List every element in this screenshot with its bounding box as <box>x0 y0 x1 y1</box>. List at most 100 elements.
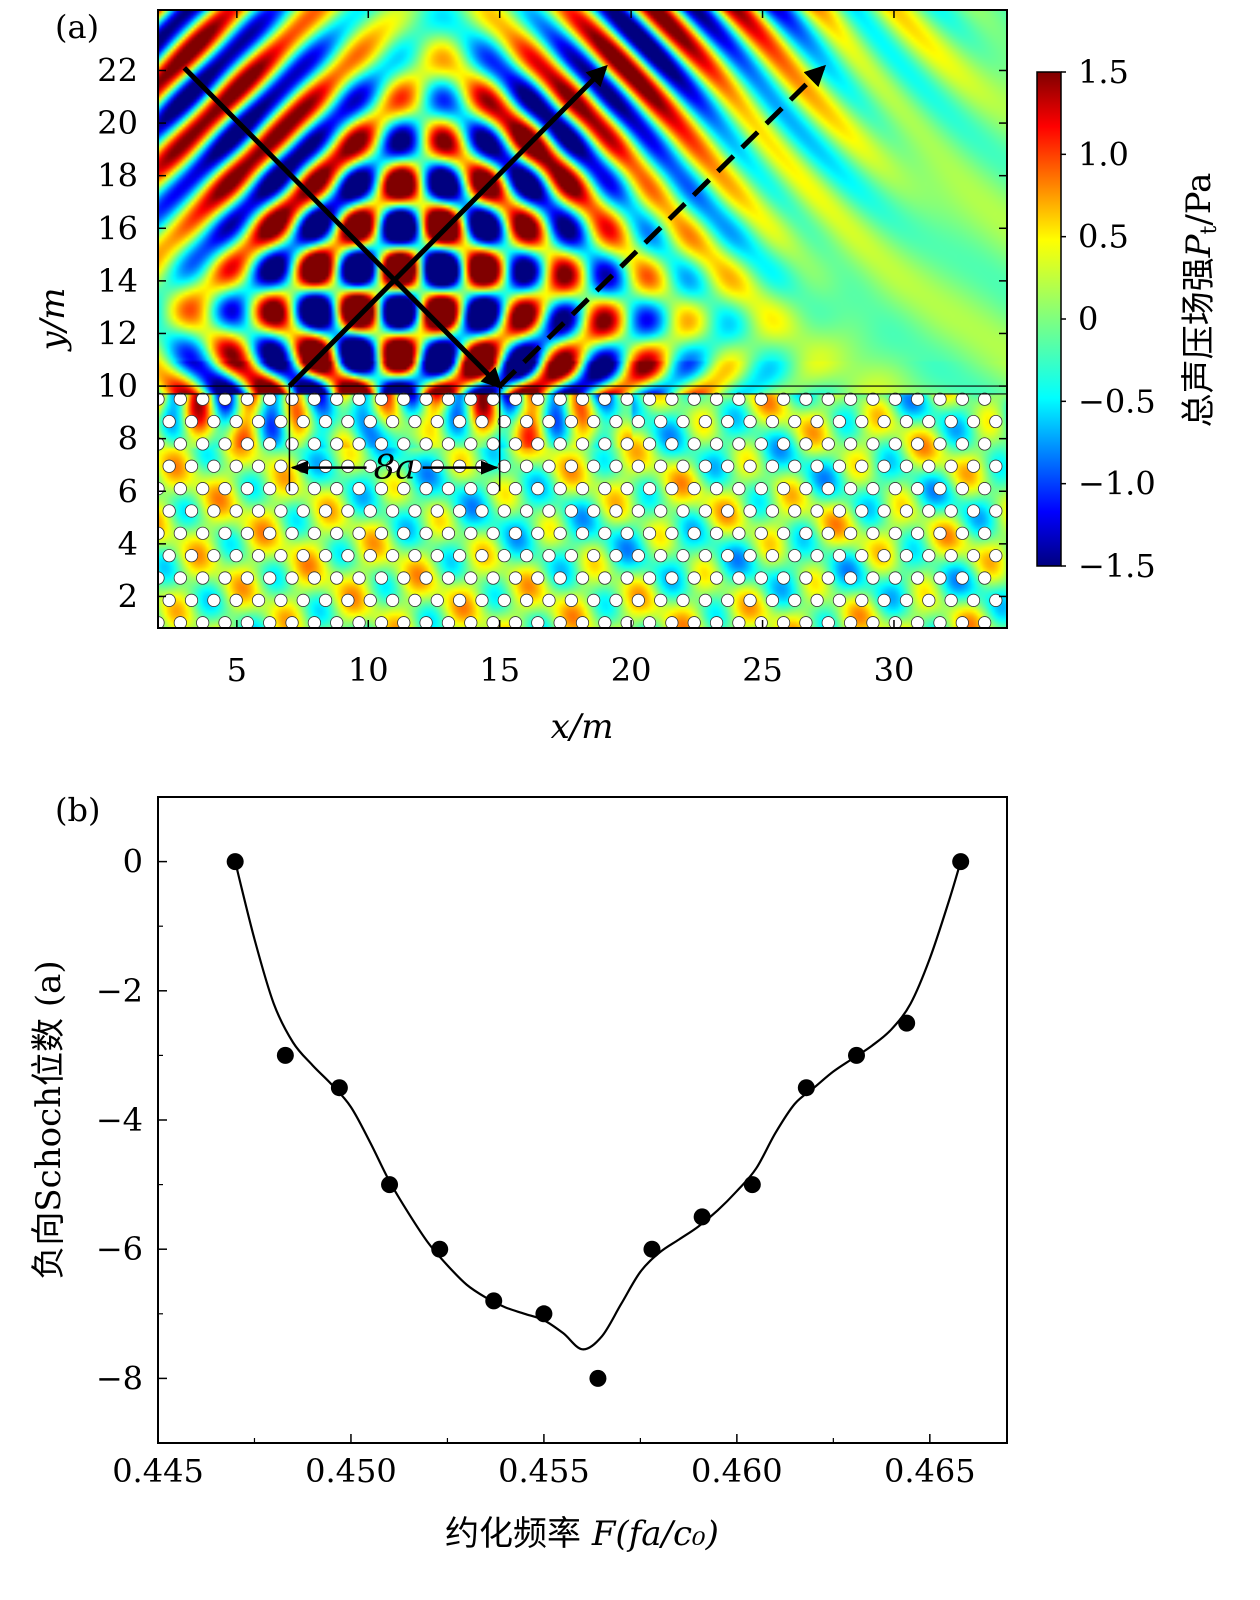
crystal-scatterer <box>218 482 232 496</box>
phononic-crystal-lattice <box>158 392 1003 628</box>
crystal-scatterer <box>776 392 791 406</box>
x-tick-label-b: 0.460 <box>691 1452 783 1490</box>
crystal-scatterer <box>263 526 277 540</box>
crystal-scatterer <box>162 459 176 473</box>
crystal-scatterer <box>240 482 254 496</box>
data-point <box>743 1176 761 1194</box>
crystal-scatterer <box>844 392 858 406</box>
x-axis-label-b-math: F(fa/c₀) <box>591 1514 719 1554</box>
crystal-scatterer <box>374 482 389 496</box>
crystal-scatterer <box>508 437 523 451</box>
crystal-scatterer <box>642 392 657 406</box>
crystal-scatterer <box>318 549 333 563</box>
colorbar-label-text: 总声压场强 <box>1179 257 1219 427</box>
crystal-scatterer <box>564 414 578 429</box>
crystal-scatterer <box>765 504 780 518</box>
crystal-scatterer <box>944 459 958 473</box>
crystal-scatterer <box>620 526 634 540</box>
crystal-scatterer <box>888 392 902 406</box>
crystal-scatterer <box>888 616 902 628</box>
crystal-scatterer <box>911 482 925 496</box>
crystal-scatterer <box>799 616 813 628</box>
crystal-scatterer <box>419 526 433 540</box>
crystal-scatterer <box>955 437 969 451</box>
crystal-scatterer <box>944 414 958 429</box>
crystal-scatterer <box>877 414 891 429</box>
y-tick-label-a: 6 <box>118 472 138 510</box>
crystal-scatterer <box>866 526 880 540</box>
crystal-scatterer <box>508 482 523 496</box>
crystal-scatterer <box>966 549 981 563</box>
crystal-scatterer <box>732 571 746 585</box>
crystal-scatterer <box>877 504 891 518</box>
crystal-scatterer <box>810 414 824 429</box>
crystal-scatterer <box>341 414 355 429</box>
crystal-scatterer <box>654 549 668 563</box>
crystal-scatterer <box>732 482 746 496</box>
axes-a: 5 10 15 20 25 30 2 4 6 8 10 12 14 16 18 20 22 <box>97 10 1007 689</box>
crystal-scatterer <box>486 571 500 585</box>
crystal-scatterer <box>743 414 757 429</box>
crystal-scatterer <box>665 571 679 585</box>
data-point <box>431 1240 449 1258</box>
crystal-scatterer <box>944 549 958 563</box>
axes-b: 0.445 0.450 0.455 0.460 0.465 0 −2 −4 −6 −8 <box>96 796 976 1490</box>
crystal-scatterer <box>989 459 1003 473</box>
crystal-scatterer <box>184 414 199 429</box>
crystal-scatterer <box>955 526 969 540</box>
crystal-scatterer <box>218 571 232 585</box>
y-tick-label-b: −6 <box>96 1230 143 1268</box>
crystal-scatterer <box>922 459 936 473</box>
crystal-scatterer <box>776 616 791 628</box>
crystal-scatterer <box>251 459 266 473</box>
crystal-scatterer <box>296 593 310 607</box>
crystal-scatterer <box>430 414 444 429</box>
crystal-scatterer <box>240 437 254 451</box>
crystal-scatterer <box>318 414 333 429</box>
crystal-scatterer <box>754 571 768 585</box>
crystal-scatterer <box>553 526 567 540</box>
crystal-scatterer <box>587 414 601 429</box>
crystal-scatterer <box>966 593 981 607</box>
crystal-scatterer <box>832 549 847 563</box>
crystal-scatterer <box>520 549 534 563</box>
colorbar-label: 总声压场强Pt/Pa <box>1179 173 1222 428</box>
y-axis-label-a: y/m <box>33 288 73 353</box>
crystal-scatterer <box>542 504 556 518</box>
crystal-scatterer <box>285 571 299 585</box>
crystal-scatterer <box>911 571 925 585</box>
crystal-scatterer <box>184 459 199 473</box>
ray-arrows <box>182 64 826 390</box>
x-tick-label-b: 0.455 <box>498 1452 590 1490</box>
crystal-scatterer <box>888 526 902 540</box>
crystal-scatterer <box>419 392 433 406</box>
panel-a-label: (a) <box>55 8 99 46</box>
crystal-scatterer <box>173 437 187 451</box>
crystal-scatterer <box>229 414 243 429</box>
crystal-scatterer <box>274 593 288 607</box>
crystal-scatterer <box>687 482 701 496</box>
crystal-scatterer <box>520 504 534 518</box>
y-tick-label-b: −8 <box>96 1359 143 1397</box>
crystal-scatterer <box>810 549 824 563</box>
crystal-scatterer <box>419 616 433 628</box>
crystal-scatterer <box>955 482 969 496</box>
crystal-scatterer <box>821 437 835 451</box>
crystal-scatterer <box>765 593 780 607</box>
crystal-scatterer <box>173 571 187 585</box>
crystal-scatterer <box>531 616 545 628</box>
crystal-scatterer <box>944 504 958 518</box>
crystal-scatterer <box>464 437 478 451</box>
crystal-scatterer <box>251 549 266 563</box>
crystal-scatterer <box>821 392 835 406</box>
crystal-scatterer <box>721 593 735 607</box>
crystal-scatterer <box>698 414 712 429</box>
crystal-scatterer <box>776 437 791 451</box>
crystal-scatterer <box>922 414 936 429</box>
crystal-scatterer <box>285 526 299 540</box>
crystal-scatterer <box>776 571 791 585</box>
colorbar-tick-label: −0.5 <box>1078 382 1156 420</box>
crystal-scatterer <box>520 459 534 473</box>
crystal-scatterer <box>263 392 277 406</box>
reflected-ray-arrow <box>287 64 608 388</box>
